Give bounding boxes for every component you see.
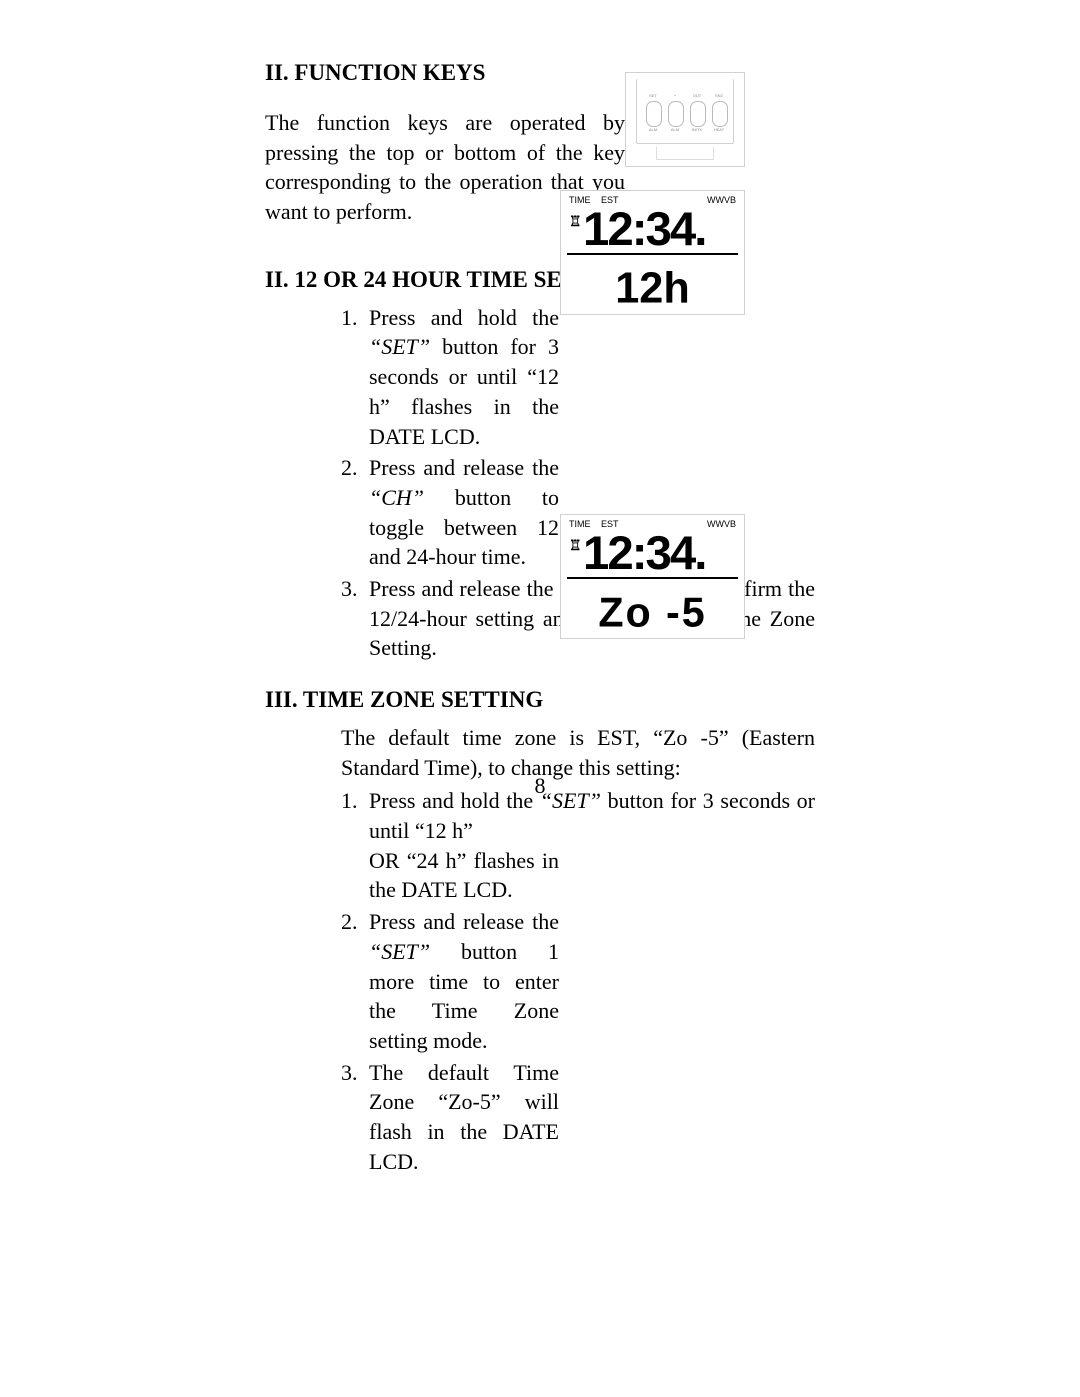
key-label: ALM [644, 127, 662, 132]
list-number: 2. [341, 453, 369, 572]
list-item-text: Press and hold the “SET” button for 3 se… [369, 786, 815, 905]
key-label: SET [644, 93, 662, 98]
seven-seg-icon: 12:34. [583, 527, 736, 575]
key-icon [646, 101, 662, 127]
key-label: HEAT [710, 127, 728, 132]
list-item: 2. Press and release the “SET” button 1 … [341, 907, 815, 1055]
seven-seg-icon: 12:34. [583, 203, 736, 251]
section-heading: III. TIME ZONE SETTING [265, 687, 815, 713]
svg-text:12h: 12h [615, 265, 689, 311]
list-item-text: The default Time Zone “Zo-5” will flash … [369, 1058, 559, 1177]
seven-seg-icon: 12h [569, 257, 736, 311]
lcd-time-display: 12:34. [583, 527, 736, 575]
list-number: 1. [341, 786, 369, 905]
divider [567, 577, 738, 579]
figure-lcd: TIME EST WWVB ♖ 12:34. Zo -5 [560, 514, 745, 639]
key-label: OUT [688, 93, 706, 98]
key-icon [668, 101, 684, 127]
page-number: 8 [0, 773, 1080, 799]
tower-icon: ♖ [569, 213, 582, 230]
tower-icon: ♖ [569, 537, 582, 554]
seven-seg-icon: Zo -5 [569, 581, 736, 635]
list-number: 3. [341, 574, 369, 663]
list-number: 1. [341, 303, 369, 451]
divider [567, 253, 738, 255]
figure-button-panel: SET + OUT SNZ ALM ALM IN/TX HEAT [625, 72, 745, 167]
key-label: + [666, 93, 684, 98]
list-number: 2. [341, 907, 369, 1055]
list-number: 3. [341, 1058, 369, 1177]
svg-text:12:34.: 12:34. [583, 527, 705, 575]
key-icon [690, 101, 706, 127]
lcd-date-display: Zo -5 [569, 581, 736, 635]
tray-outline [656, 147, 714, 160]
figure-lcd: TIME EST WWVB ♖ 12:34. 12h [560, 190, 745, 315]
svg-text:Zo -5: Zo -5 [598, 590, 706, 635]
key-label: ALM [666, 127, 684, 132]
lcd-date-display: 12h [569, 257, 736, 311]
lcd-time-display: 12:34. [583, 203, 736, 251]
svg-text:12:34.: 12:34. [583, 203, 705, 251]
list-item: 1. Press and hold the “SET” button for 3… [341, 786, 815, 905]
list-item-text: Press and hold the “SET” button for 3 se… [369, 303, 559, 451]
list-item-text: Press and release the “SET” button 1 mor… [369, 907, 559, 1055]
list-item: 3. The default Time Zone “Zo-5” will fla… [341, 1058, 815, 1177]
key-label: SNZ [710, 93, 728, 98]
key-icon [712, 101, 728, 127]
list-item-text: Press and release the “CH” button to tog… [369, 453, 559, 572]
list-item: 1. Press and hold the “SET” button for 3… [341, 303, 815, 451]
key-label: IN/TX [688, 127, 706, 132]
